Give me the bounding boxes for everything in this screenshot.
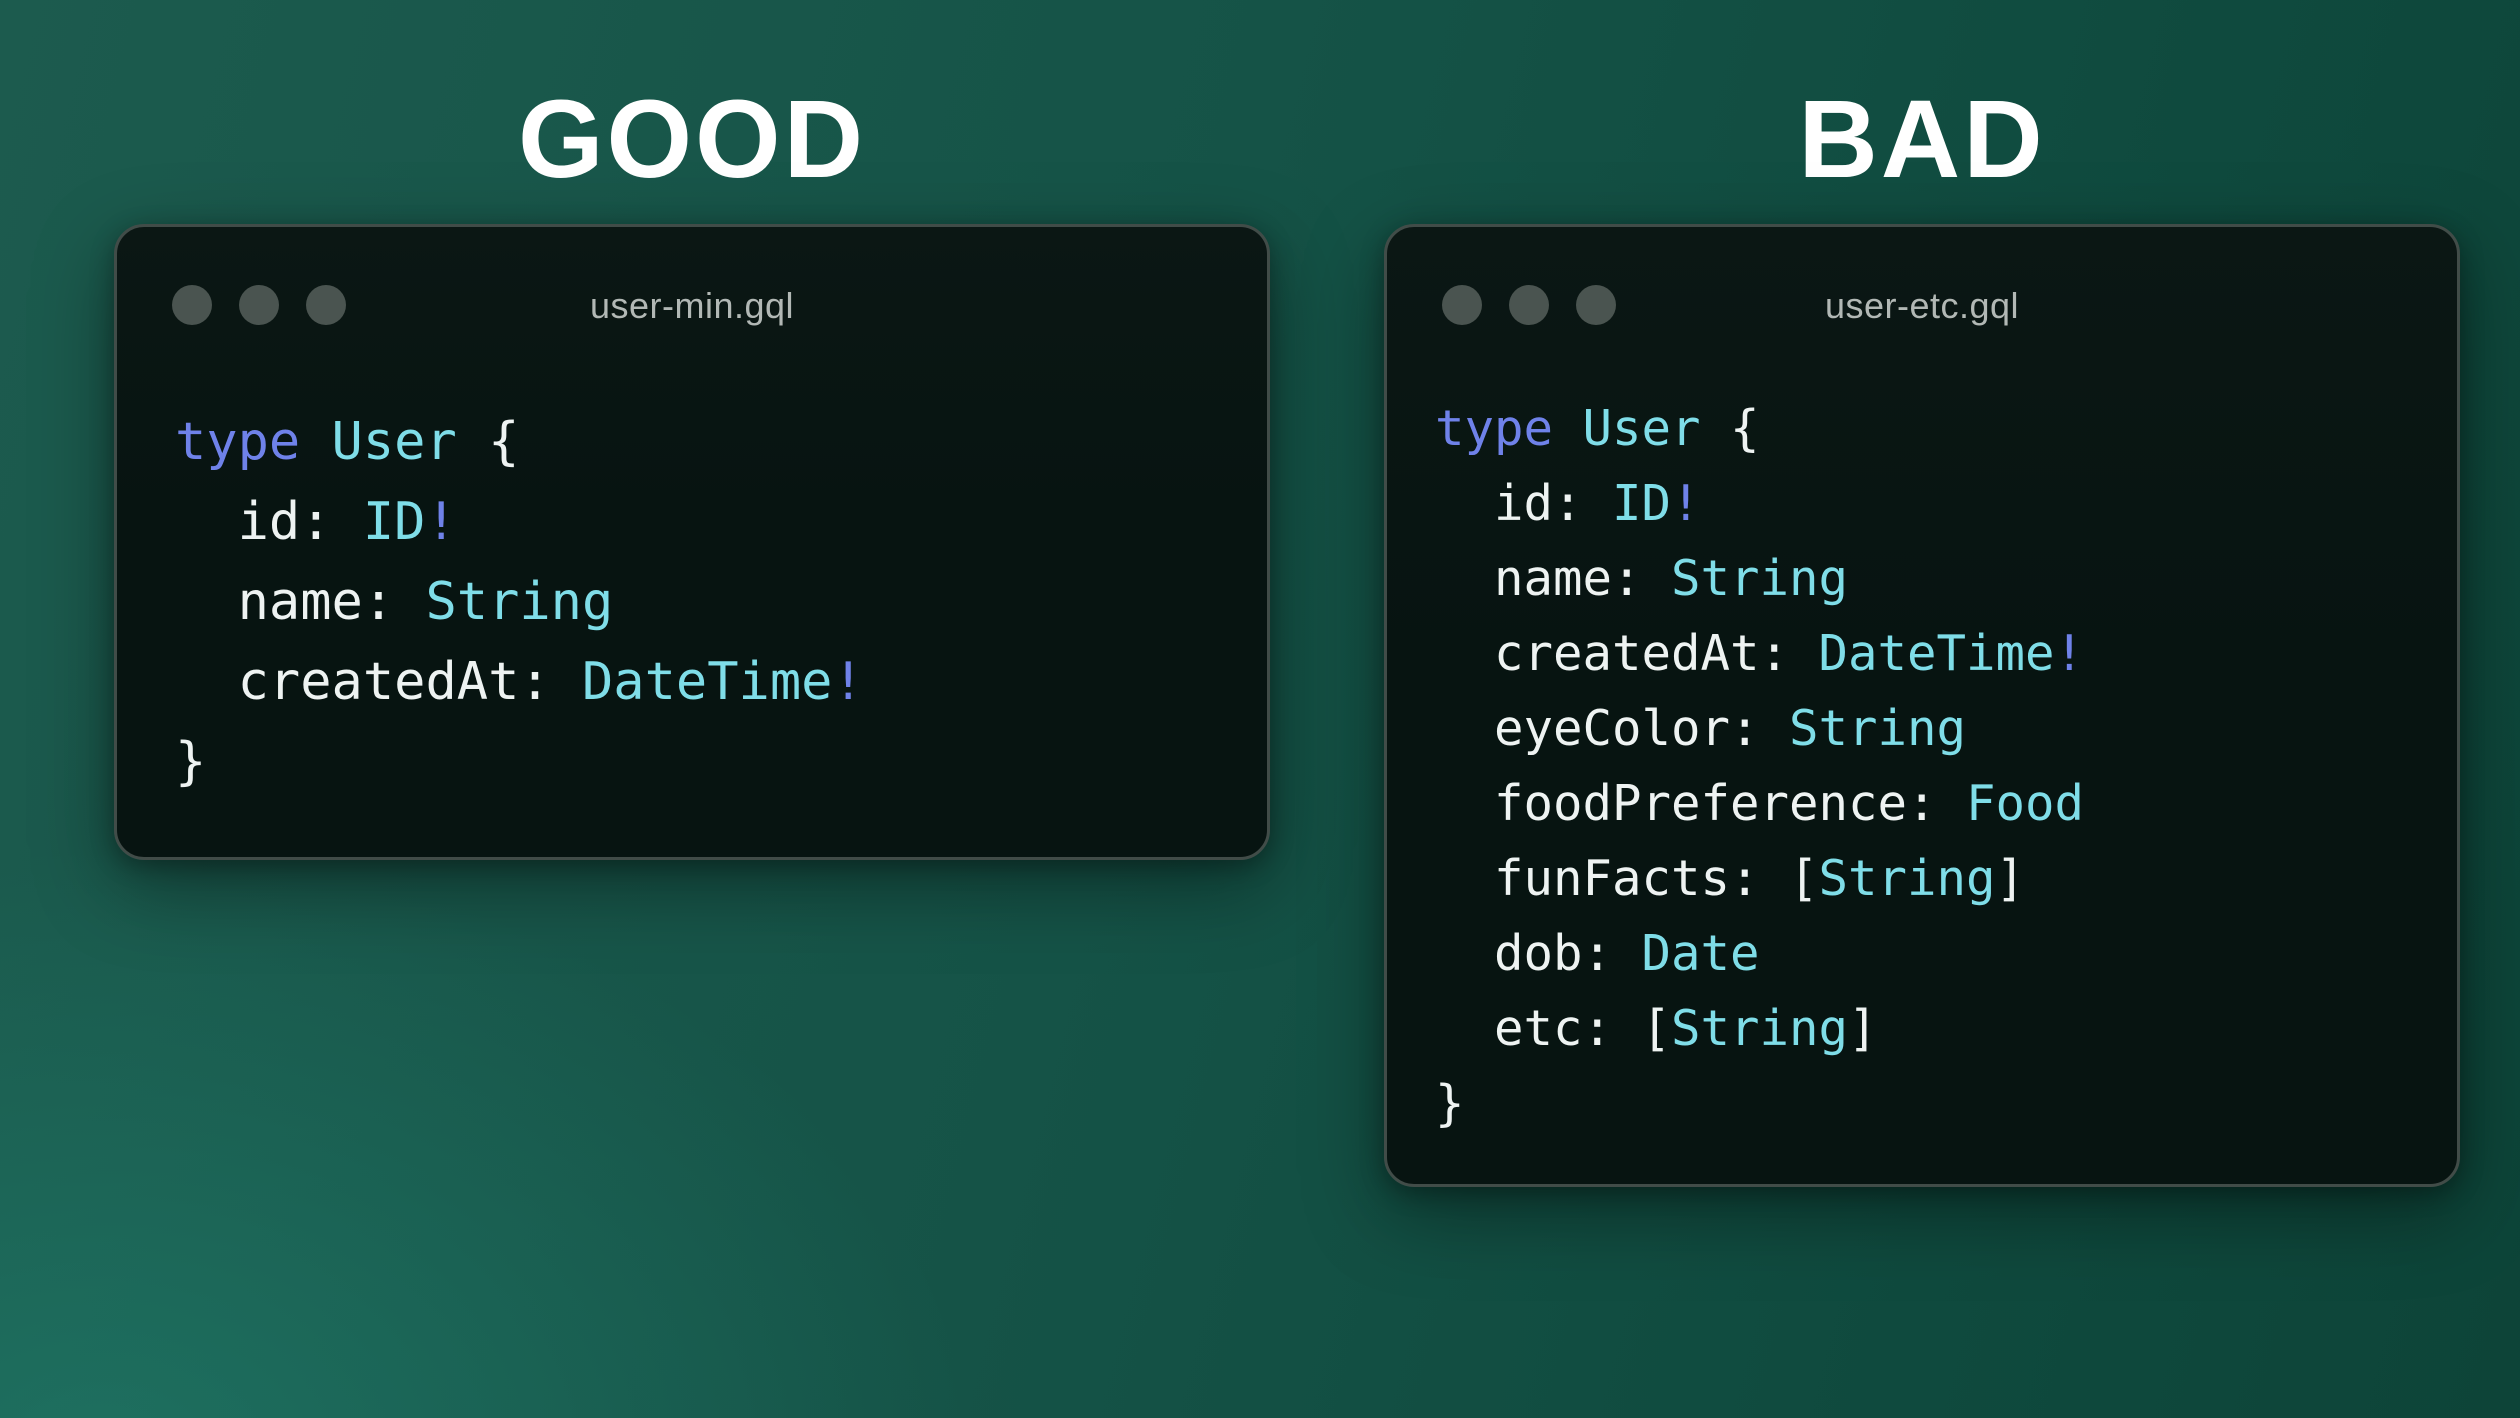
code-token: funFacts: [ <box>1435 850 1819 907</box>
code-line: type User { <box>175 402 864 482</box>
code-token: foodPreference: <box>1435 775 1967 832</box>
window-control-dot-icon <box>1442 285 1482 325</box>
code-token: String <box>1671 1000 1849 1057</box>
code-token: DateTime <box>582 652 833 712</box>
window-control-dots <box>172 285 346 325</box>
window-control-dot-icon <box>1576 285 1616 325</box>
code-token: eyeColor: <box>1435 700 1790 757</box>
window-control-dot-icon <box>172 285 212 325</box>
window-control-dots <box>1442 285 1616 325</box>
code-token: User <box>331 412 457 472</box>
code-line: } <box>1435 1066 2084 1141</box>
code-window-bad: user-etc.gql type User { id: ID! name: S… <box>1384 224 2460 1187</box>
code-token: DateTime <box>1818 625 2055 682</box>
code-token: type <box>175 412 301 472</box>
code-token: ! <box>1671 475 1701 532</box>
window-titlebar: user-etc.gql <box>1387 227 2457 383</box>
code-block: type User { id: ID! name: String created… <box>175 402 864 802</box>
code-token: ! <box>2054 625 2085 682</box>
code-token: String <box>1789 700 1967 757</box>
window-title: user-etc.gql <box>1824 285 2020 326</box>
code-line: etc: [String] <box>1435 991 2084 1066</box>
code-token: ID <box>362 492 426 552</box>
bad-heading: BAD <box>1798 78 2046 201</box>
code-line: name: String <box>1435 541 2084 616</box>
code-token: User <box>1582 400 1701 457</box>
window-control-dot-icon <box>1509 285 1549 325</box>
code-line: } <box>175 722 864 802</box>
window-titlebar: user-min.gql <box>117 227 1267 383</box>
code-window-good: user-min.gql type User { id: ID! name: S… <box>114 224 1270 860</box>
code-token: id: <box>175 492 363 552</box>
code-token: String <box>1818 850 1996 907</box>
code-token: ! <box>425 492 457 552</box>
code-token: ] <box>1995 850 2026 907</box>
code-token: String <box>425 572 614 632</box>
code-token: Date <box>1641 925 1760 982</box>
code-line: id: ID! <box>175 482 864 562</box>
code-token: etc: [ <box>1435 1000 1672 1057</box>
code-token: ] <box>1848 1000 1878 1057</box>
code-line: type User { <box>1435 391 2084 466</box>
code-line: foodPreference: Food <box>1435 766 2084 841</box>
code-token <box>300 412 331 472</box>
window-title: user-min.gql <box>589 285 795 326</box>
code-token: } <box>1435 1075 1465 1132</box>
code-token <box>1553 400 1583 457</box>
code-token: id: <box>1435 475 1613 532</box>
good-heading: GOOD <box>517 78 867 201</box>
code-line: eyeColor: String <box>1435 691 2084 766</box>
code-token: type <box>1435 400 1554 457</box>
code-token: ID <box>1612 475 1672 532</box>
code-token: name: <box>1435 550 1672 607</box>
code-token: String <box>1671 550 1849 607</box>
code-token: ! <box>832 652 864 712</box>
code-token: } <box>175 732 207 792</box>
code-token: Food <box>1966 775 2085 832</box>
code-line: name: String <box>175 562 864 642</box>
code-token: dob: <box>1435 925 1642 982</box>
code-block: type User { id: ID! name: String created… <box>1435 391 2084 1141</box>
window-control-dot-icon <box>239 285 279 325</box>
code-line: createdAt: DateTime! <box>1435 616 2084 691</box>
code-token: { <box>1700 400 1760 457</box>
code-token: createdAt: <box>1435 625 1819 682</box>
code-token: { <box>456 412 520 472</box>
code-token: name: <box>175 572 426 632</box>
code-line: id: ID! <box>1435 466 2084 541</box>
code-token: createdAt: <box>175 652 582 712</box>
window-control-dot-icon <box>306 285 346 325</box>
code-line: funFacts: [String] <box>1435 841 2084 916</box>
code-line: createdAt: DateTime! <box>175 642 864 722</box>
code-line: dob: Date <box>1435 916 2084 991</box>
